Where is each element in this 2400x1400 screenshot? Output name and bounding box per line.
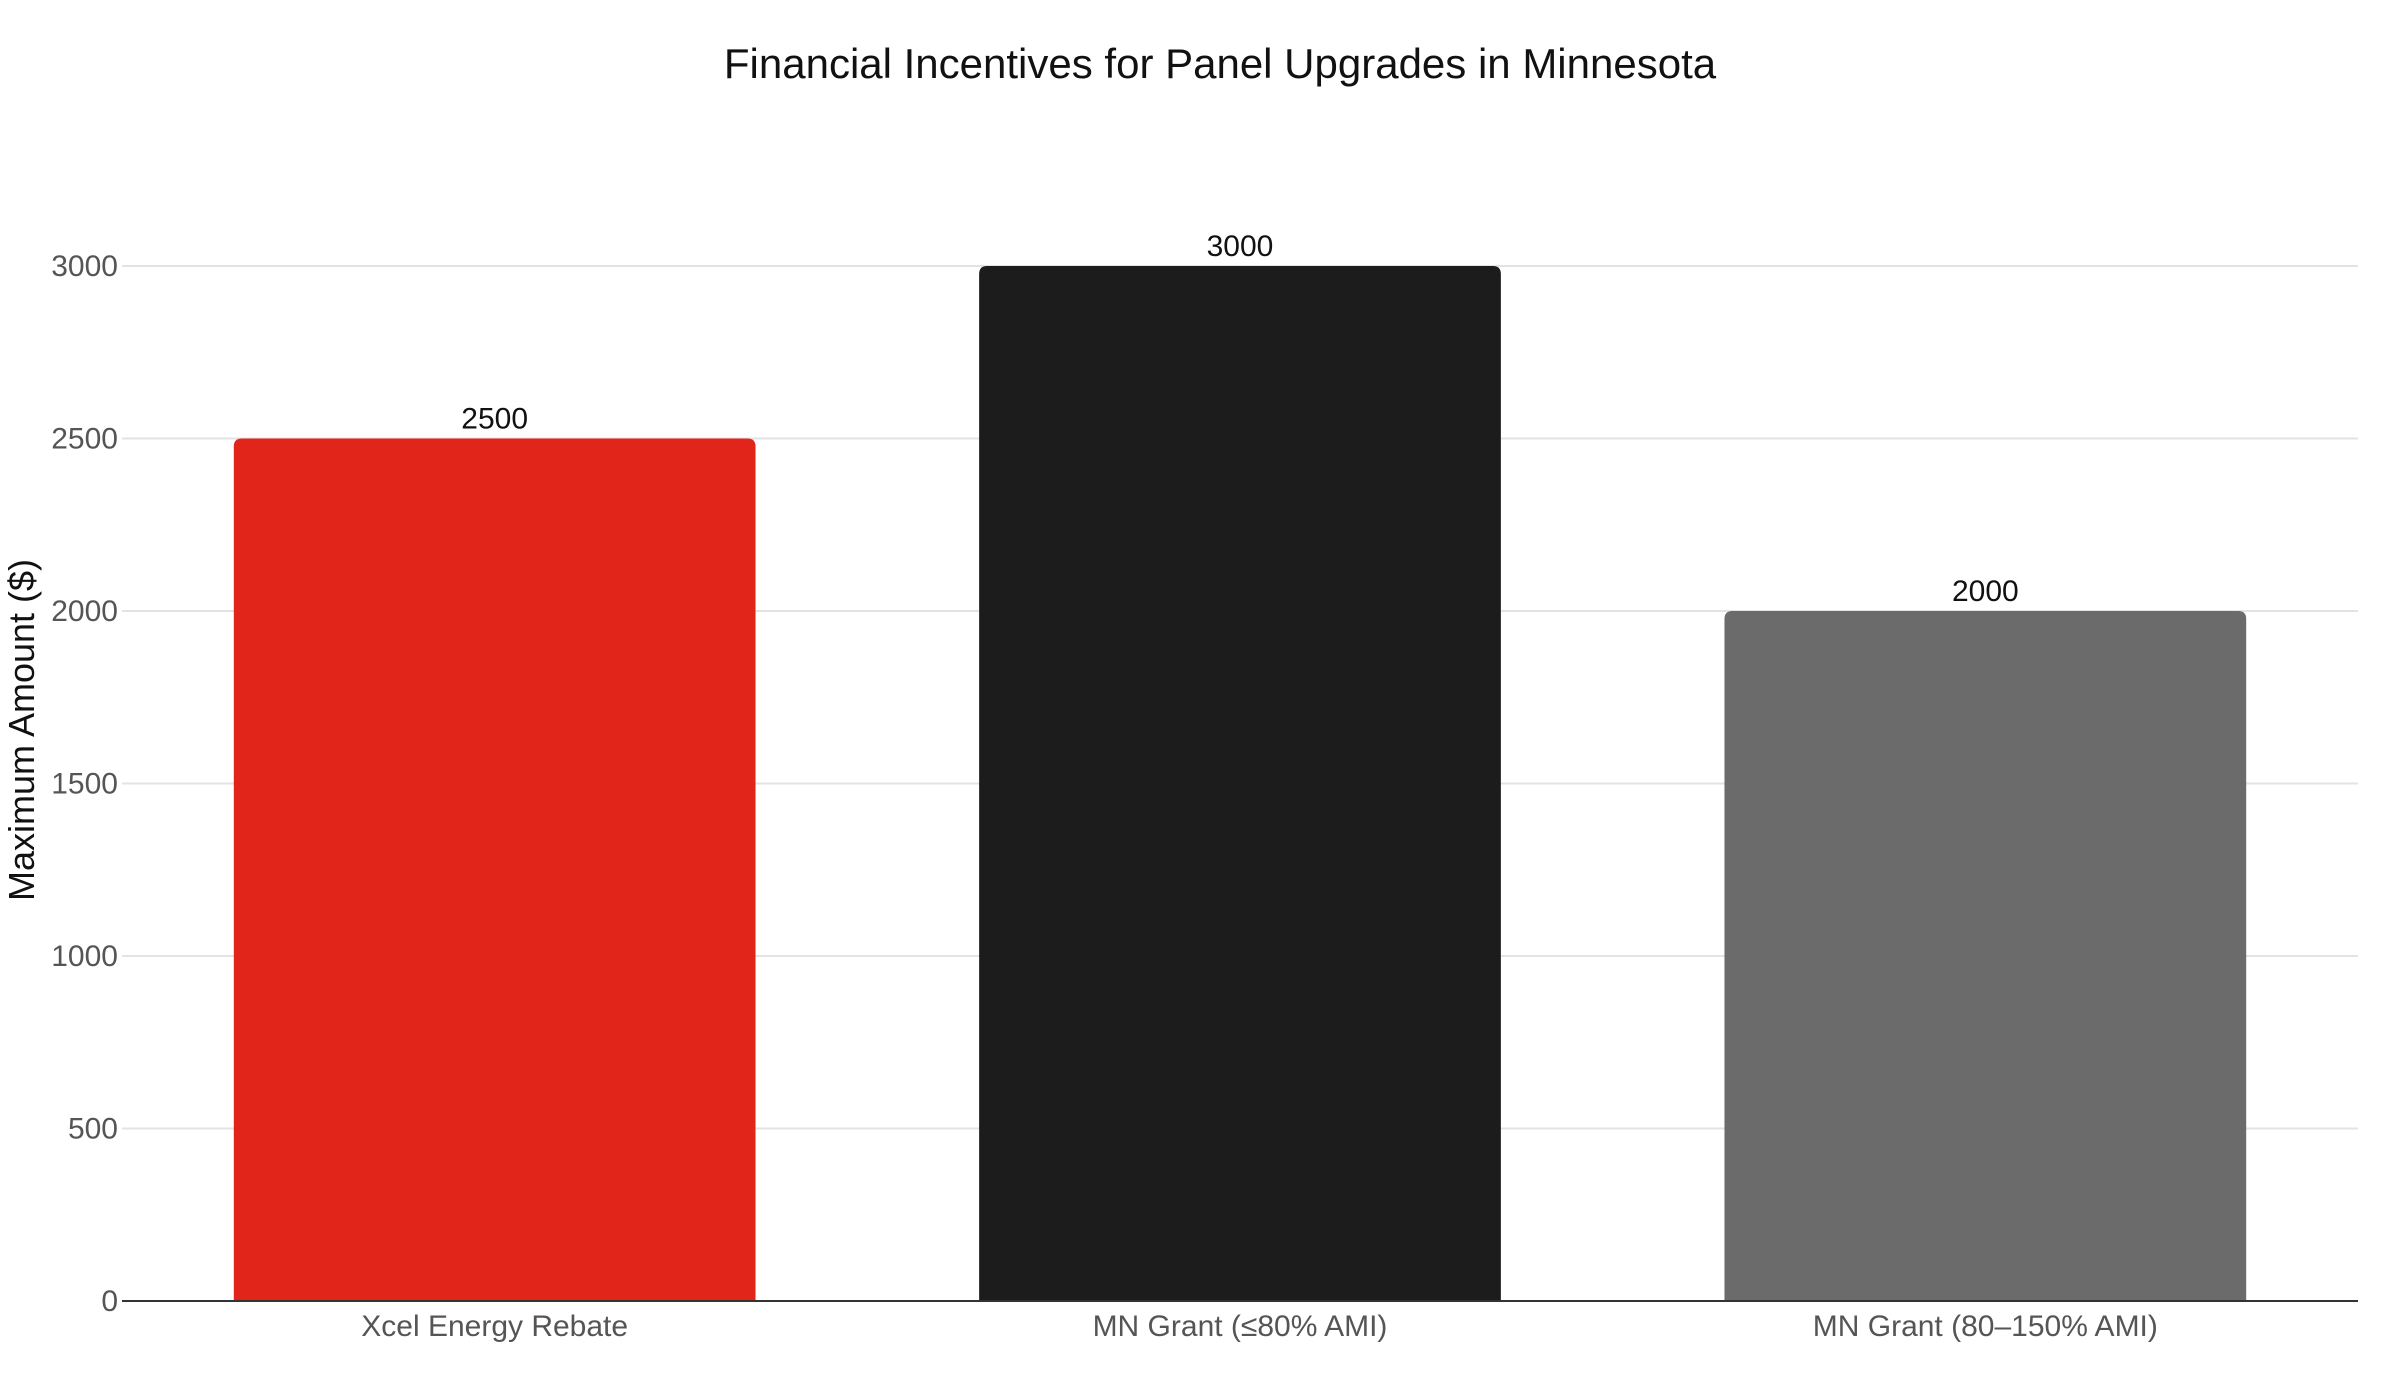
bar (1724, 611, 2247, 1301)
bar (979, 266, 1501, 1301)
data-label: 2500 (461, 403, 528, 436)
data-label: 2000 (1952, 575, 2019, 608)
x-tick-label: MN Grant (80–150% AMI) (1813, 1310, 2158, 1343)
y-tick-label: 1500 (51, 768, 118, 801)
y-tick-label: 2500 (51, 423, 118, 456)
bars (233, 266, 2247, 1301)
y-axis-label: Maximum Amount ($) (1, 559, 42, 901)
data-label: 3000 (1207, 230, 1274, 263)
x-tick-label: Xcel Energy Rebate (361, 1310, 628, 1343)
y-tick-label: 1000 (51, 940, 118, 973)
data-labels: 2500 3000 2000 (461, 230, 2018, 608)
y-tick-label: 2000 (51, 595, 118, 628)
chart-title: Financial Incentives for Panel Upgrades … (724, 40, 1717, 87)
y-tick-label: 3000 (51, 250, 118, 283)
y-tick-label: 500 (68, 1113, 118, 1146)
bar (233, 438, 756, 1301)
y-axis-ticks: 0 500 1000 1500 2000 2500 3000 (51, 250, 118, 1318)
x-axis-ticks: Xcel Energy Rebate MN Grant (≤80% AMI) MN … (361, 1310, 2158, 1343)
x-tick-label: MN Grant (≤80% AMI) (1093, 1310, 1388, 1343)
y-tick-label: 0 (101, 1285, 118, 1318)
